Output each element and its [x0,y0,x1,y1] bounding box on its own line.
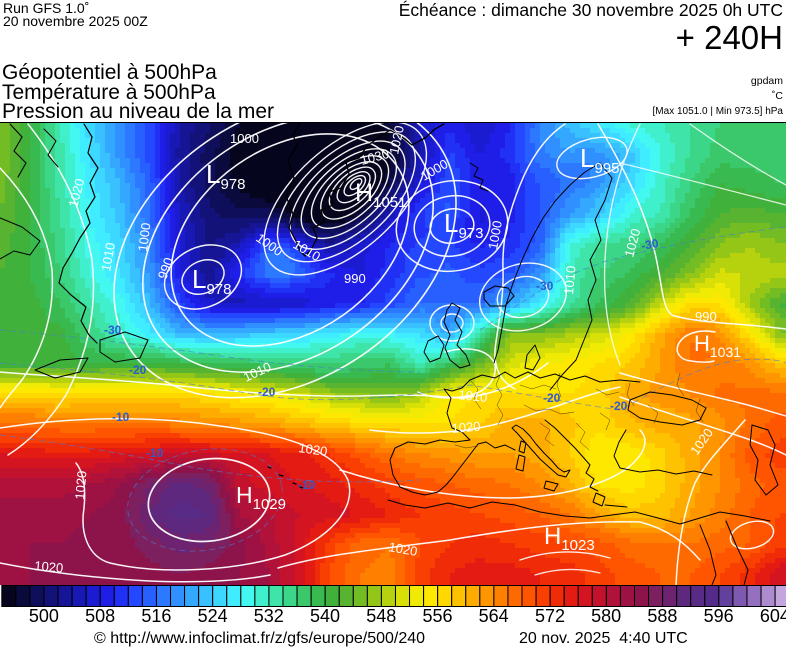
svg-text:1020: 1020 [298,440,329,459]
svg-text:1010: 1010 [98,241,118,272]
svg-text:1020: 1020 [386,124,407,155]
svg-text:990: 990 [695,309,717,324]
svg-text:-30: -30 [104,323,122,337]
svg-text:1000: 1000 [230,131,259,146]
svg-text:1020: 1020 [621,227,643,259]
svg-text:1020: 1020 [34,558,64,575]
svg-text:1000: 1000 [135,222,153,253]
svg-text:1020: 1020 [72,470,89,500]
svg-text:-10: -10 [298,478,316,492]
svg-text:-20: -20 [610,399,628,413]
svg-text:-10: -10 [112,410,130,424]
svg-text:1020: 1020 [65,177,87,209]
svg-text:-30: -30 [640,236,660,253]
svg-text:-20: -20 [129,363,147,377]
svg-text:-20: -20 [543,391,561,405]
svg-text:-20: -20 [258,385,276,399]
svg-text:990: 990 [155,256,177,282]
svg-text:1020: 1020 [387,539,418,559]
svg-text:1010: 1010 [458,387,488,405]
svg-text:1030: 1030 [359,146,391,168]
svg-text:990: 990 [344,271,366,286]
svg-text:-30: -30 [536,279,554,293]
svg-text:1010: 1010 [561,265,578,295]
svg-text:-10: -10 [146,446,164,460]
svg-text:1000: 1000 [485,219,505,250]
svg-text:1020: 1020 [451,419,481,436]
